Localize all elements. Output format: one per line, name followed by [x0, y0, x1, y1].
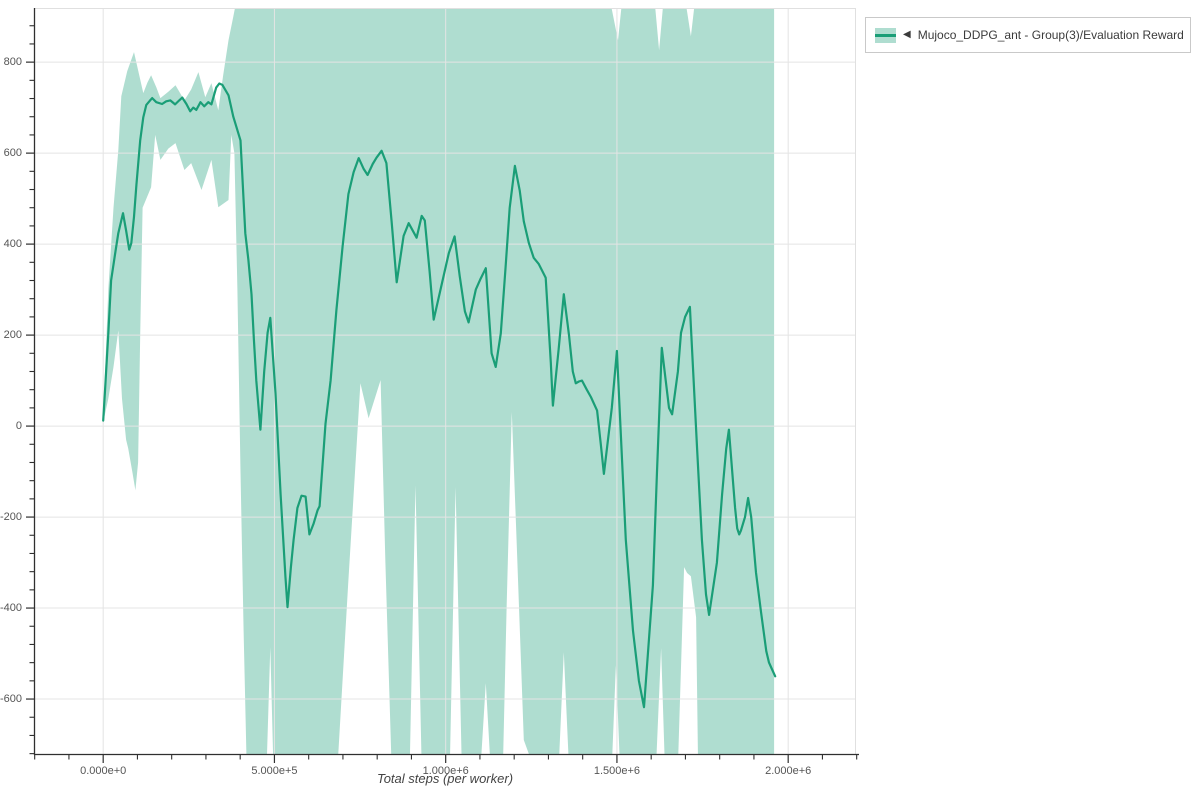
band-area: [103, 8, 775, 755]
legend-collapse-icon[interactable]: ◀: [903, 29, 911, 40]
y-tick-label: -400: [0, 602, 22, 614]
x-tick-label: 0.000e+0: [80, 765, 126, 777]
legend[interactable]: ◀ Mujoco_DDPG_ant - Group(3)/Evaluation …: [865, 17, 1191, 53]
y-tick-label: -200: [0, 511, 22, 523]
x-axis-title: Total steps (per worker): [376, 771, 514, 786]
y-tick-label: 0: [16, 420, 22, 432]
legend-swatch-line-icon: [875, 33, 896, 37]
legend-series-label: Mujoco_DDPG_ant - Group(3)/Evaluation Re…: [917, 28, 1184, 42]
y-tick-label: 200: [4, 329, 22, 341]
y-tick-label: 400: [4, 238, 22, 250]
legend-swatch-icon: [875, 27, 896, 43]
x-tick-label: 5.000e+5: [251, 765, 297, 777]
y-tick-label: 600: [4, 147, 22, 159]
x-tick-label: 2.000e+6: [765, 765, 811, 777]
y-tick-label: 800: [4, 56, 22, 68]
y-tick-label: -600: [0, 693, 22, 705]
series-line: [102, 82, 777, 709]
x-tick-label: 1.000e+6: [423, 765, 469, 777]
plot-group: 800 600 400 200 0 -200 -400 -600 0.000e+0 5.000e+…: [0, 8, 859, 777]
x-tick-label: 1.500e+6: [594, 765, 640, 777]
